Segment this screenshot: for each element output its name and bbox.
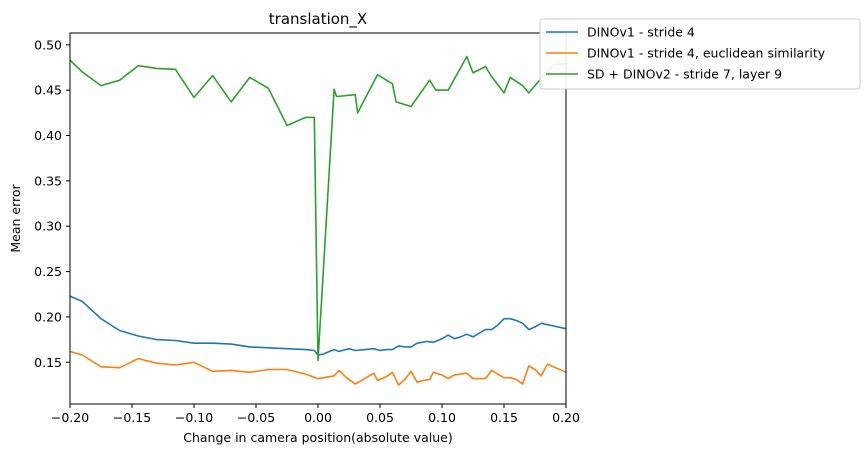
series-line-dinov1-stride-4 <box>69 295 567 356</box>
legend-label: DINOv1 - stride 4 <box>587 25 695 40</box>
x-tick-label: −0.20 <box>51 410 89 425</box>
x-tick-label: 0.05 <box>366 410 394 425</box>
y-axis-title: Mean error <box>8 183 23 252</box>
x-tick-label: 0.15 <box>490 410 518 425</box>
y-tick-label: 0.40 <box>34 128 62 143</box>
y-tick-label: 0.50 <box>34 37 62 52</box>
y-tick-label: 0.15 <box>34 355 62 370</box>
plot-area <box>69 32 567 405</box>
x-tick-label: 0.10 <box>428 410 456 425</box>
x-axis-title: Change in camera position(absolute value… <box>183 430 453 445</box>
y-tick-label: 0.25 <box>34 264 62 279</box>
x-tick-label: 0.20 <box>552 410 580 425</box>
y-tick-label: 0.30 <box>34 219 62 234</box>
y-tick-label: 0.45 <box>34 83 62 98</box>
x-axis: −0.20 −0.15 −0.10 −0.05 0.00 0.05 0.10 0.15 0.20 <box>51 404 580 425</box>
x-tick-label: −0.10 <box>175 410 213 425</box>
legend-entries: DINOv1 - stride 4 DINOv1 - stride 4, eucl… <box>546 25 826 82</box>
legend-label: SD + DINOv2 - stride 7, layer 9 <box>587 67 782 82</box>
legend: DINOv1 - stride 4 DINOv1 - stride 4, eucl… <box>539 18 861 90</box>
x-tick-label: 0.00 <box>304 410 332 425</box>
x-tick-label: −0.15 <box>113 410 151 425</box>
series-line-dinov1-stride-4-euclidean-similarity <box>69 350 567 386</box>
y-tick-label: 0.35 <box>34 173 62 188</box>
legend-box <box>539 18 861 90</box>
y-tick-label: 0.20 <box>34 309 62 324</box>
legend-label: DINOv1 - stride 4, euclidean similarity <box>587 46 826 61</box>
chart-title: translation_X <box>269 10 367 29</box>
series-line-sd-dinov2-stride-7-layer-9 <box>69 55 567 362</box>
series-layer <box>69 55 567 386</box>
y-axis: 0.15 0.20 0.25 0.30 0.35 0.40 0.45 0.50 <box>34 37 70 370</box>
x-tick-label: −0.05 <box>237 410 275 425</box>
